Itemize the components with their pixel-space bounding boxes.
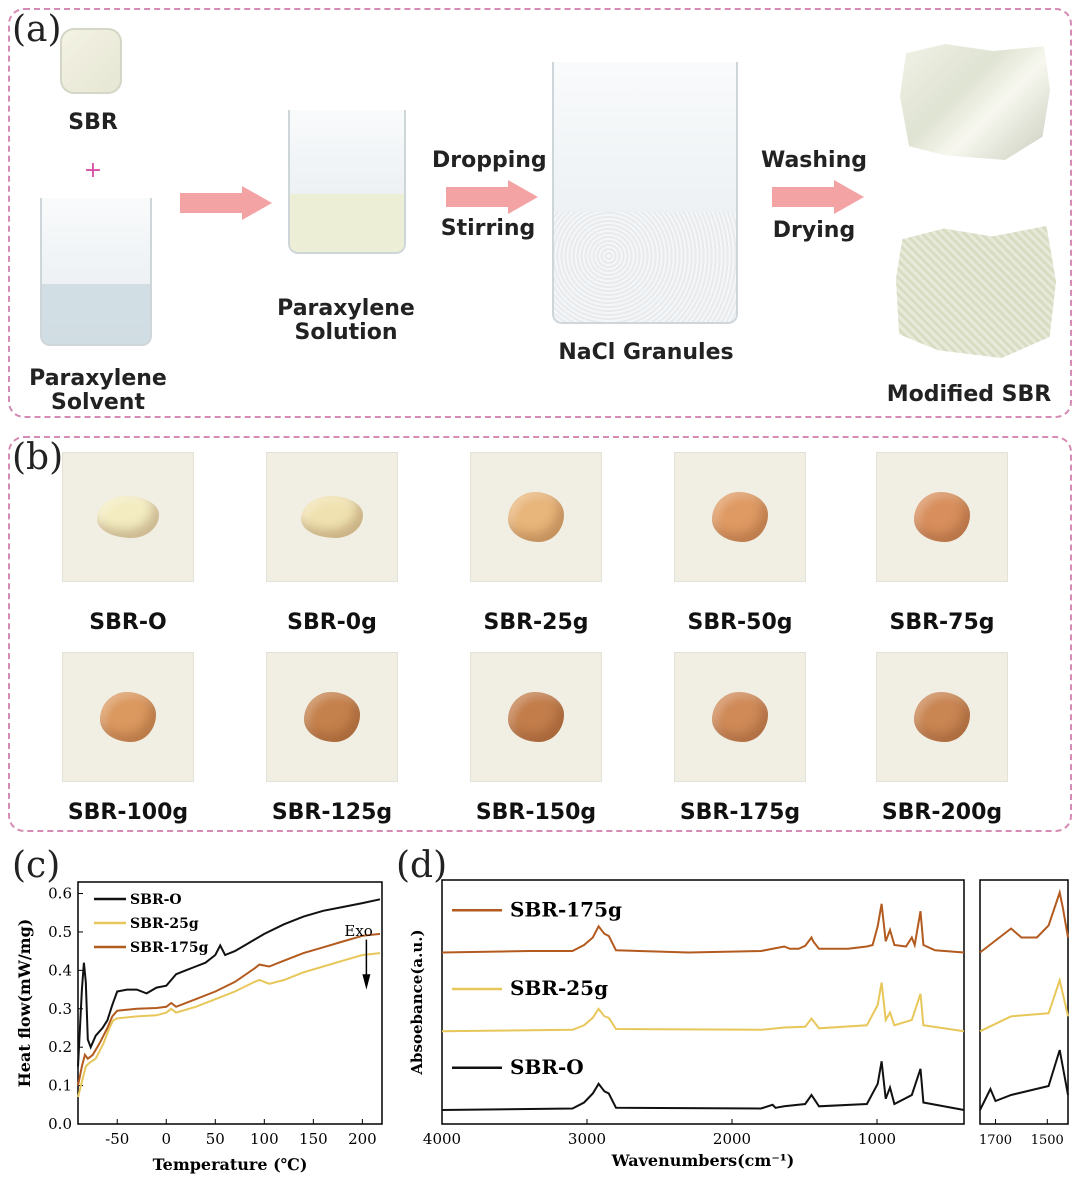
exo-annotation: Exo: [344, 922, 372, 940]
y-tick-label: 0.1: [48, 1077, 72, 1095]
sample-blob: [914, 692, 970, 742]
step2-label-bottom: Drying: [758, 218, 870, 243]
y-axis-label: Absoebance(a.u.): [408, 929, 426, 1075]
sample-blob: [712, 492, 768, 542]
exo-arrowhead-icon: [362, 974, 370, 989]
sample-blob: [508, 492, 564, 542]
solution-label-line1: Paraxylene: [264, 296, 428, 321]
solvent-label-line2: Solvent: [20, 390, 176, 415]
y-tick-label: 0.4: [48, 961, 72, 979]
x-tick-label: 0: [161, 1130, 171, 1148]
sample-blob: [304, 692, 360, 742]
legend-label: SBR-25g: [130, 916, 199, 932]
series-line: [78, 934, 380, 1086]
legend-label: SBR-175g: [510, 897, 622, 921]
sample-label: SBR-200g: [857, 800, 1027, 825]
process-arrow-icon: [772, 180, 864, 214]
solution-label-line2: Solution: [264, 320, 428, 345]
modified-sbr-micro-image: [896, 226, 1056, 358]
sbr-cube-image: [60, 28, 122, 94]
sample-photo: [470, 652, 602, 782]
ftir-chart: 4000 3000 2000 1000 1700 1500 Wavenumbers(cm⁻¹…: [400, 860, 1080, 1177]
sample-label: SBR-50g: [655, 610, 825, 635]
plus-sign: +: [80, 158, 106, 183]
sample-blob: [100, 692, 156, 742]
granules-label: NaCl Granules: [546, 340, 746, 365]
sample-label: SBR-175g: [655, 800, 825, 825]
plot-frame: [78, 882, 382, 1124]
sample-photo: [876, 452, 1008, 582]
x-tick-label: 150: [299, 1130, 328, 1148]
x-tick-label: 4000: [423, 1130, 461, 1148]
solvent-label-line1: Paraxylene: [20, 366, 176, 391]
legend-label: SBR-O: [510, 1055, 584, 1079]
y-tick-label: 0.5: [48, 923, 72, 941]
process-arrow-icon: [446, 180, 538, 214]
sample-label: SBR-125g: [247, 800, 417, 825]
process-arrow-icon: [180, 186, 272, 220]
sample-photo: [266, 652, 398, 782]
series-line: [78, 953, 380, 1097]
inset-x-tick-label: 1700: [979, 1133, 1012, 1148]
product-label: Modified SBR: [884, 382, 1054, 407]
sample-label: SBR-100g: [43, 800, 213, 825]
x-axis-label: Temperature (℃): [153, 1155, 308, 1174]
x-tick-label: 3000: [568, 1130, 606, 1148]
sample-photo: [62, 452, 194, 582]
sample-blob: [97, 496, 159, 538]
solution-beaker: [288, 110, 406, 254]
inset-series-line: [980, 893, 1068, 953]
x-tick-label: -50: [105, 1130, 129, 1148]
sample-label: SBR-75g: [857, 610, 1027, 635]
legend-label: SBR-25g: [510, 976, 608, 1000]
y-axis-label: Heat flow(mW/mg): [15, 919, 34, 1088]
sample-photo: [62, 652, 194, 782]
sample-label: SBR-150g: [451, 800, 621, 825]
sample-photo: [674, 652, 806, 782]
sample-label: SBR-O: [43, 610, 213, 635]
inset-series-line: [980, 980, 1068, 1031]
step1-label-bottom: Stirring: [432, 216, 544, 241]
inset-frame: [980, 880, 1068, 1124]
x-tick-label: 200: [348, 1130, 377, 1148]
sbr-label: SBR: [60, 110, 126, 135]
nacl-beaker: [552, 62, 738, 324]
sample-photo: [674, 452, 806, 582]
panel-a-letter: (a): [12, 12, 62, 48]
x-tick-label: 2000: [713, 1130, 751, 1148]
x-tick-label: 1000: [858, 1130, 896, 1148]
inset-x-tick-label: 1500: [1031, 1133, 1064, 1148]
x-tick-label: 50: [206, 1130, 225, 1148]
x-tick-label: 100: [250, 1130, 279, 1148]
solvent-beaker: [40, 198, 152, 346]
legend-label: SBR-O: [130, 892, 182, 908]
dsc-chart: -50 0 50 100 150 200 0.0 0.1 0.2 0.3 0.4 0.5 0.6 Temp…: [0, 860, 400, 1177]
inset-series-line: [980, 1050, 1068, 1110]
sample-blob: [914, 492, 970, 542]
y-tick-label: 0.3: [48, 1000, 72, 1018]
sample-photo: [876, 652, 1008, 782]
sample-blob: [301, 496, 363, 538]
sample-label: SBR-25g: [451, 610, 621, 635]
y-tick-label: 0.2: [48, 1038, 72, 1056]
panel-b-letter: (b): [12, 440, 63, 476]
sample-photo: [266, 452, 398, 582]
sample-photo: [470, 452, 602, 582]
step1-label-top: Dropping: [432, 148, 544, 173]
sample-blob: [508, 692, 564, 742]
legend-label: SBR-175g: [130, 940, 209, 956]
step2-label-top: Washing: [758, 148, 870, 173]
modified-sbr-render-image: [900, 44, 1050, 160]
x-axis-label: Wavenumbers(cm⁻¹): [611, 1151, 795, 1170]
series-line: [78, 899, 380, 1066]
sample-label: SBR-0g: [247, 610, 417, 635]
y-tick-label: 0.0: [48, 1115, 72, 1133]
y-tick-label: 0.6: [48, 885, 72, 903]
sample-blob: [712, 692, 768, 742]
